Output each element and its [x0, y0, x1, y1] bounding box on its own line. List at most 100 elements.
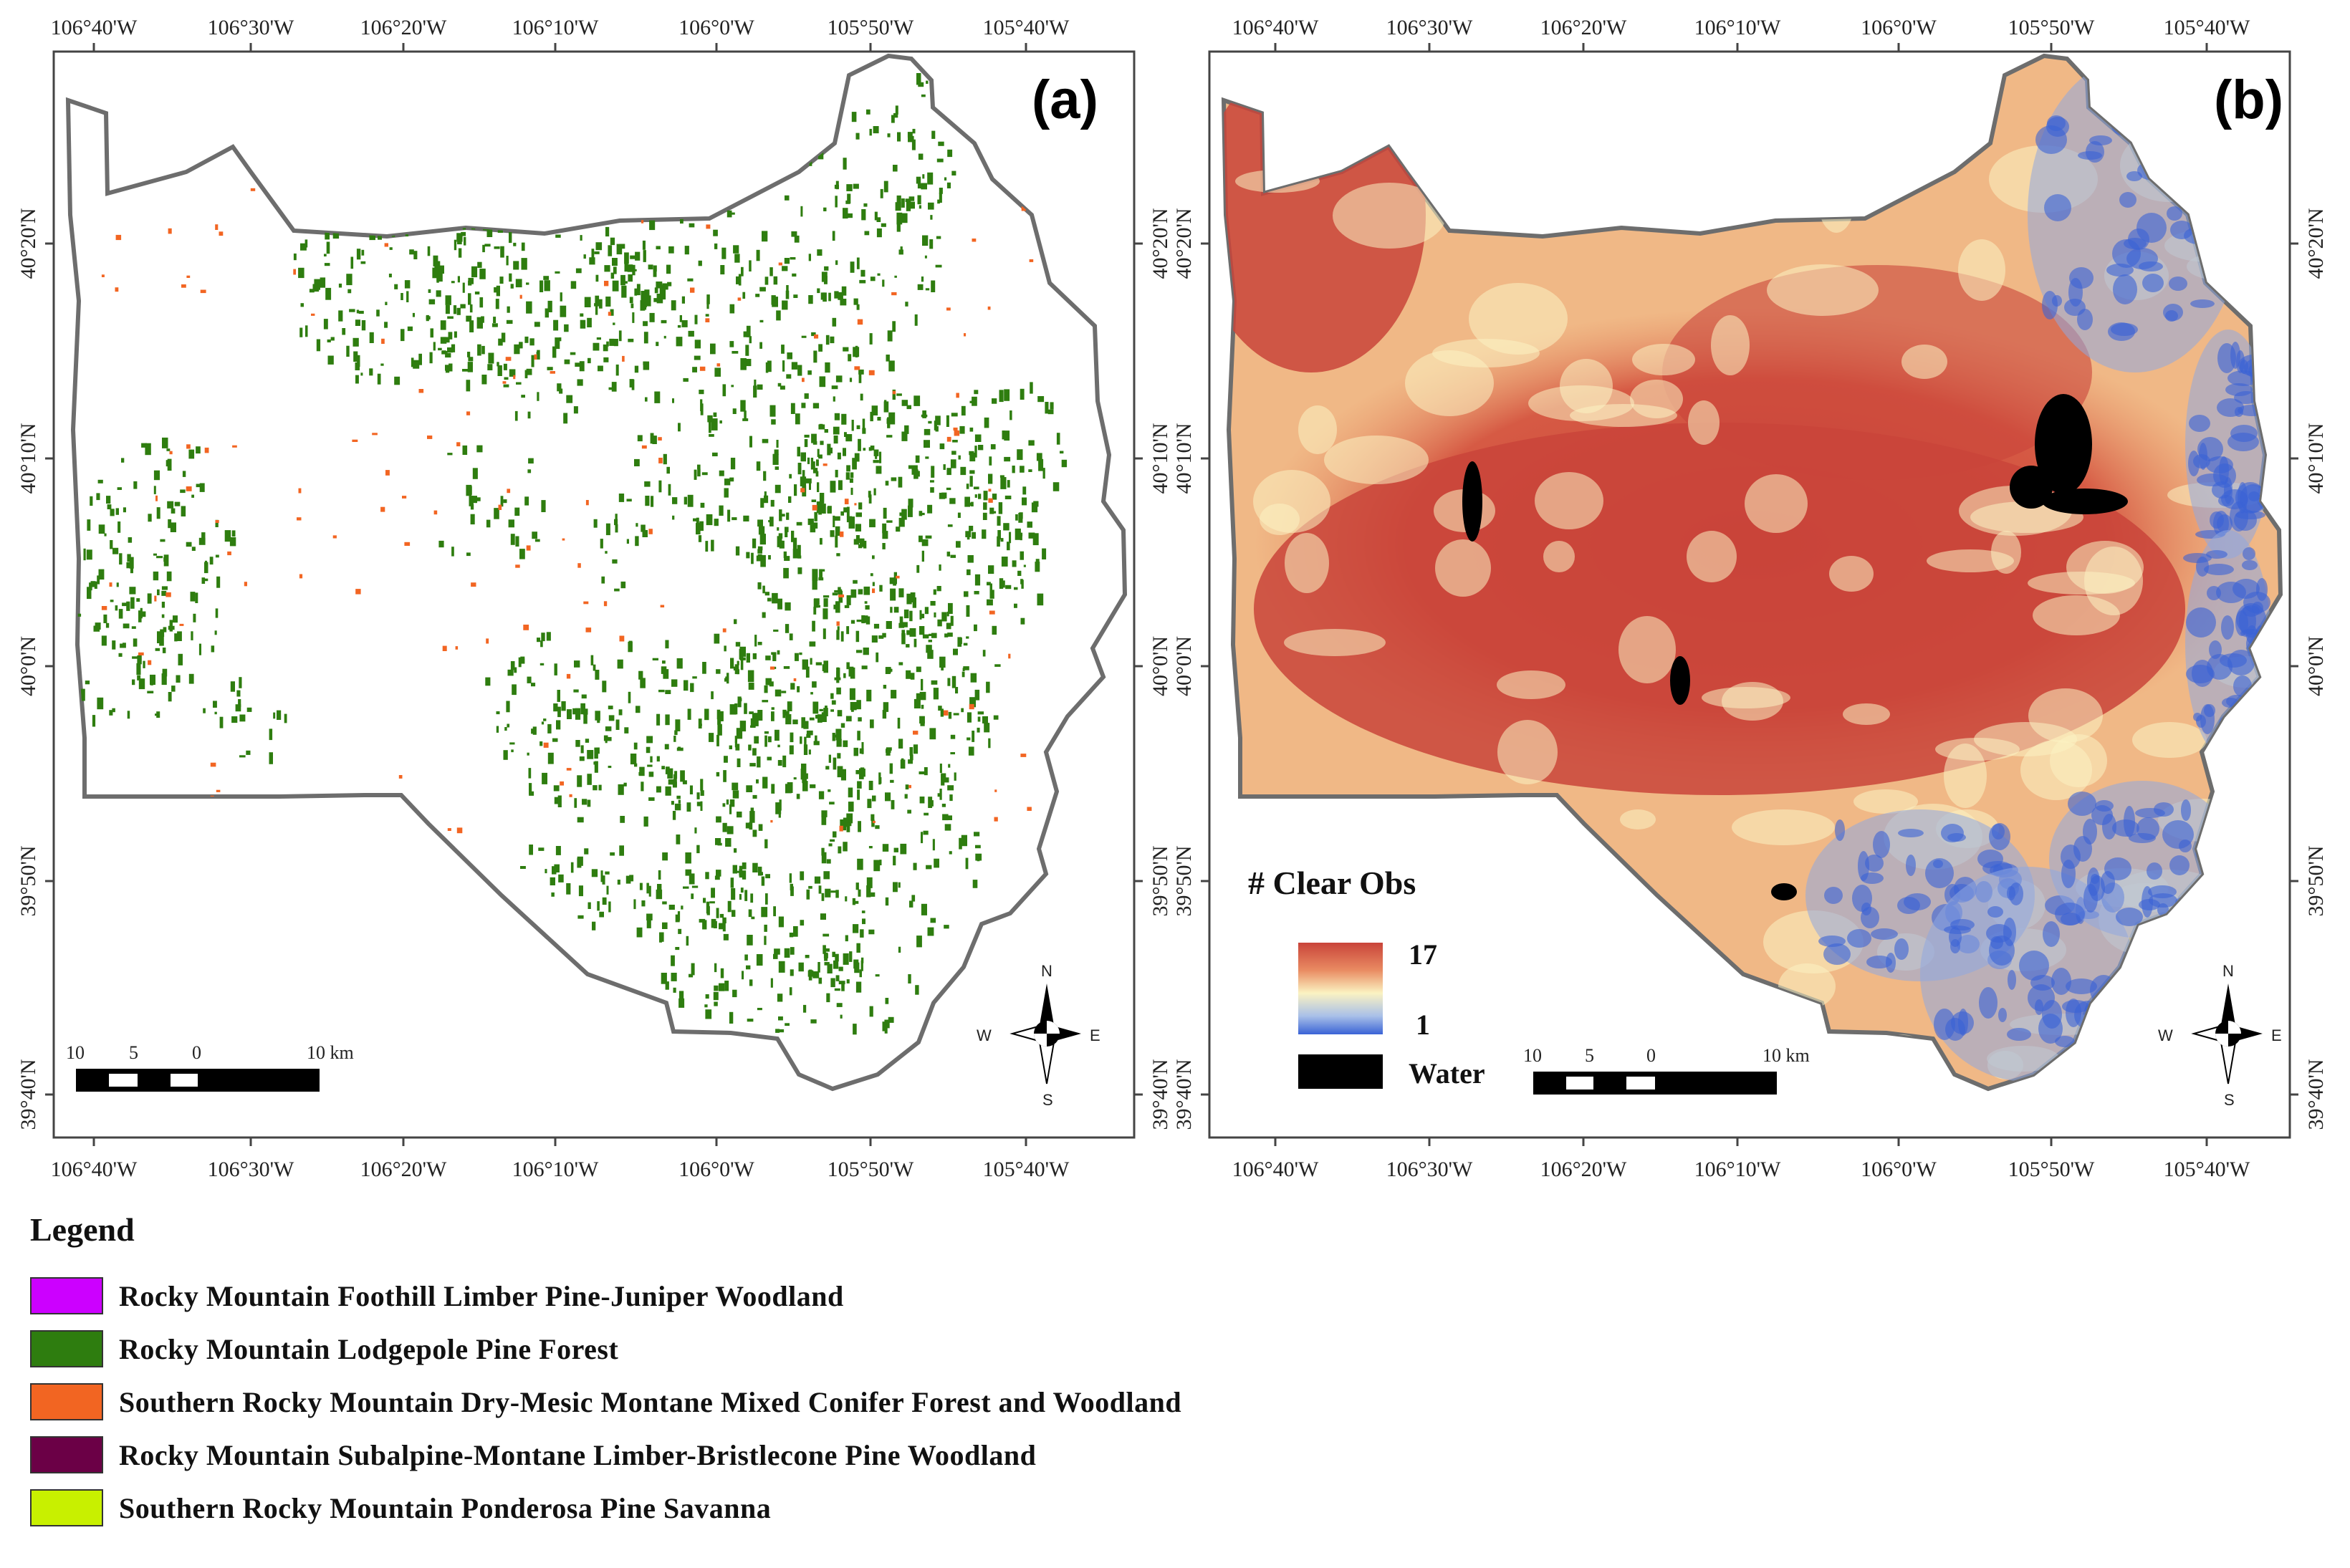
- veg-pixel: [818, 454, 822, 459]
- veg-pixel: [509, 273, 512, 282]
- clear-obs-patch: [2069, 267, 2094, 289]
- veg-pixel: [555, 846, 561, 855]
- veg-pixel: [166, 460, 170, 467]
- veg-pixel: [656, 889, 663, 900]
- veg-pixel: [793, 777, 797, 780]
- veg-pixel: [778, 1016, 783, 1021]
- veg-pixel: [112, 708, 115, 713]
- veg-pixel: [162, 668, 168, 677]
- veg-pixel: [869, 1006, 873, 1017]
- veg-pixel: [827, 447, 833, 453]
- veg-pixel: [430, 328, 433, 338]
- clear-obs-patch: [1824, 887, 1843, 904]
- panel-label-b: (b): [2214, 69, 2283, 130]
- veg-pixel: [865, 605, 870, 610]
- veg-pixel: [277, 710, 282, 720]
- veg-pixel: [897, 718, 901, 729]
- veg-pixel: [961, 405, 966, 416]
- veg-pixel: [496, 726, 499, 733]
- veg-pixel: [925, 288, 930, 291]
- veg-pixel: [298, 488, 302, 494]
- veg-pixel: [312, 284, 320, 292]
- veg-pixel: [618, 784, 624, 795]
- veg-pixel: [456, 442, 461, 447]
- veg-pixel: [215, 224, 219, 230]
- veg-pixel: [794, 484, 797, 496]
- veg-pixel: [998, 502, 1003, 514]
- veg-pixel: [195, 592, 198, 603]
- veg-pixel: [577, 817, 584, 823]
- veg-pixel: [837, 753, 841, 759]
- veg-pixel: [798, 962, 804, 972]
- lat-tick-label: 39°50'N: [2304, 845, 2328, 916]
- veg-pixel: [411, 357, 414, 367]
- veg-pixel: [751, 916, 755, 920]
- veg-pixel: [654, 287, 658, 294]
- clear-obs-patch: [2193, 454, 2210, 468]
- veg-pixel: [913, 731, 919, 735]
- veg-pixel: [725, 676, 729, 680]
- veg-pixel: [436, 290, 441, 297]
- veg-pixel: [641, 781, 644, 792]
- clear-obs-patch: [2216, 582, 2246, 603]
- veg-pixel: [564, 359, 570, 365]
- clear-obs-patch: [2148, 885, 2177, 898]
- veg-pixel: [676, 795, 681, 799]
- veg-pixel: [836, 671, 840, 683]
- veg-pixel: [992, 398, 997, 404]
- veg-pixel: [643, 361, 650, 370]
- lon-tick-label: 106°0'W: [678, 16, 754, 39]
- veg-pixel: [372, 433, 378, 436]
- veg-pixel: [470, 514, 475, 525]
- veg-pixel: [612, 280, 619, 292]
- veg-pixel: [772, 453, 779, 465]
- veg-pixel: [929, 239, 934, 249]
- veg-pixel: [964, 496, 970, 507]
- veg-pixel: [901, 633, 906, 645]
- veg-pixel: [406, 291, 409, 302]
- veg-pixel: [844, 432, 847, 437]
- veg-pixel: [687, 708, 691, 720]
- veg-pixel: [729, 304, 735, 314]
- veg-pixel: [714, 519, 719, 526]
- veg-pixel: [730, 658, 734, 669]
- veg-pixel: [782, 266, 788, 271]
- veg-pixel: [883, 507, 887, 519]
- veg-pixel: [120, 643, 123, 648]
- veg-pixel: [560, 781, 564, 786]
- veg-pixel: [618, 494, 625, 502]
- veg-pixel: [752, 829, 757, 837]
- veg-pixel: [650, 433, 654, 444]
- veg-pixel: [659, 284, 666, 294]
- veg-pixel: [537, 638, 540, 643]
- veg-pixel: [711, 888, 715, 898]
- veg-pixel: [746, 653, 750, 663]
- veg-pixel: [188, 673, 194, 684]
- veg-pixel: [213, 701, 217, 708]
- veg-pixel: [198, 537, 206, 545]
- veg-pixel: [215, 520, 219, 523]
- veg-pixel: [967, 569, 971, 575]
- veg-pixel: [470, 504, 474, 510]
- veg-pixel: [214, 711, 217, 715]
- veg-pixel: [857, 731, 860, 741]
- veg-pixel: [385, 470, 390, 476]
- veg-pixel: [788, 496, 792, 503]
- veg-pixel: [418, 353, 422, 365]
- veg-pixel: [740, 888, 744, 893]
- veg-pixel: [553, 785, 560, 792]
- veg-pixel: [825, 335, 830, 345]
- veg-pixel: [709, 733, 714, 742]
- veg-pixel: [838, 587, 841, 595]
- veg-pixel: [804, 393, 809, 399]
- veg-pixel: [648, 885, 651, 897]
- veg-pixel: [763, 471, 767, 481]
- veg-pixel: [757, 1008, 762, 1011]
- veg-pixel: [440, 320, 446, 330]
- veg-pixel: [696, 845, 700, 854]
- veg-pixel: [866, 877, 873, 888]
- veg-pixel: [1022, 486, 1027, 495]
- legend-items: Rocky Mountain Foothill Limber Pine-Juni…: [30, 1274, 1606, 1529]
- panel-b: 106°40'W 106°30'W 106°20'W 106°10'W 106°0'W 1…: [1172, 16, 2328, 1181]
- veg-pixel: [635, 251, 641, 261]
